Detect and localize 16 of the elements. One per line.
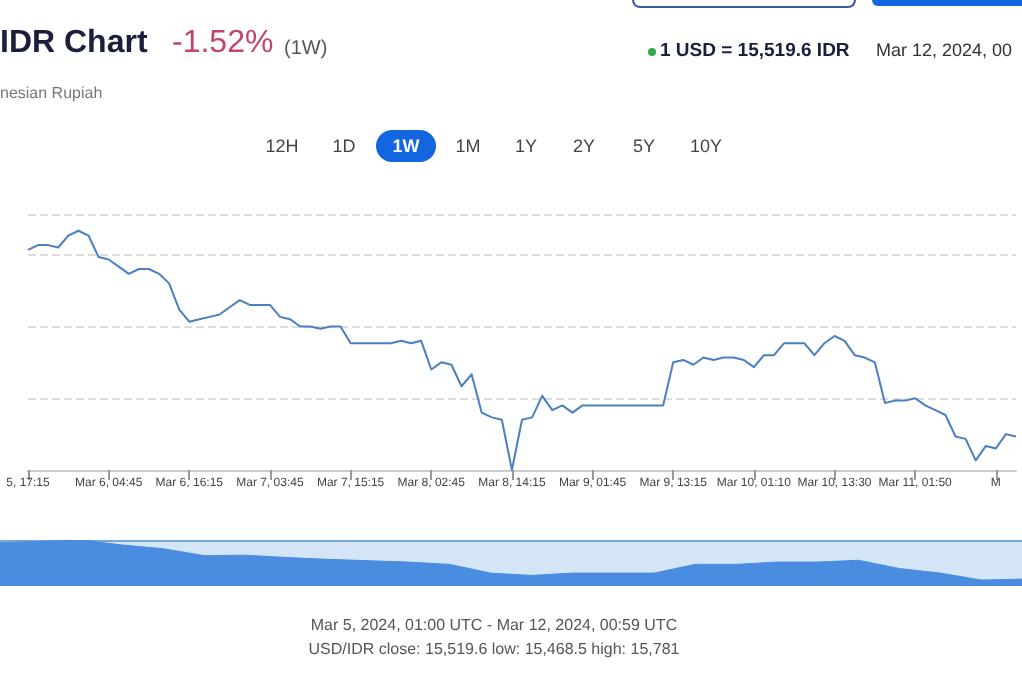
text: 10Y [687,134,724,160]
text: 1W [376,130,436,162]
text: 1D [330,134,358,160]
text: 1 USD = 15,519.6 IDR [660,40,850,62]
text: USD/IDR close: 15,519.6 low: 15,468.5 high: 15,781 [306,640,682,658]
text: 12H [263,134,301,160]
text: nesian Rupiah [0,84,103,102]
text: 1Y [512,134,539,160]
text: 2Y [570,134,597,160]
text: Mar 5, 2024, 01:00 UTC - Mar 12, 2024, 00:59 UTC [308,616,680,634]
text: Mar 12, 2024, 00 [876,40,1013,60]
text: -1.52% [172,26,274,62]
text: 1M [453,134,483,160]
chart-title: IDR Chart [0,26,148,62]
text: 5Y [630,134,657,160]
text: (1W) [284,38,328,60]
